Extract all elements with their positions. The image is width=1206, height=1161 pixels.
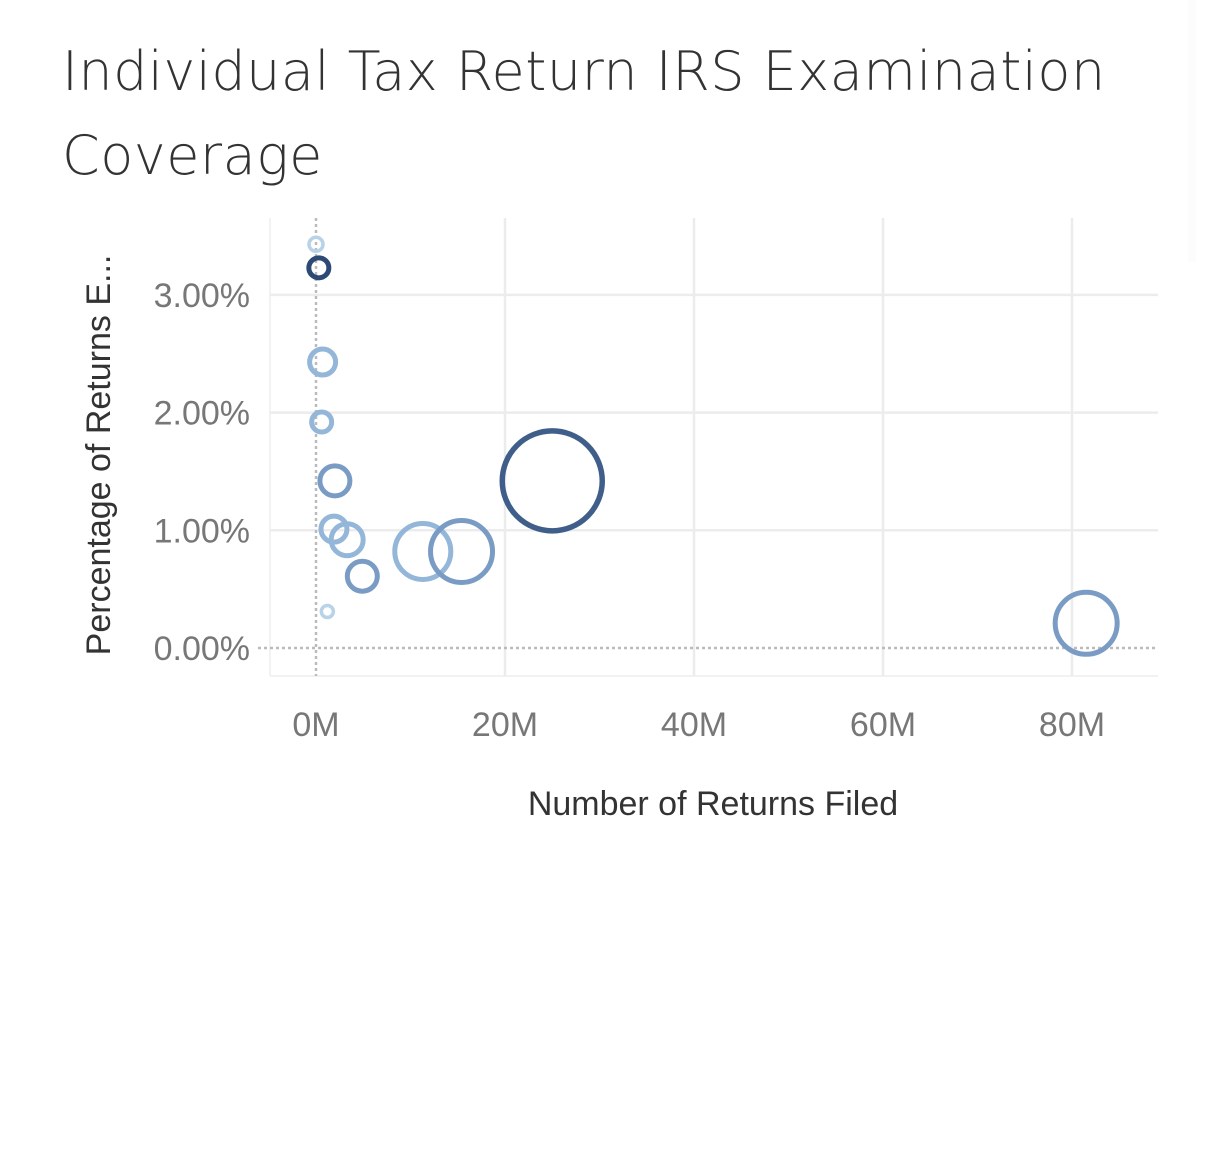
y-tick-label: 1.00% — [154, 512, 250, 550]
plot-area-frame — [269, 218, 1158, 677]
data-point-bubble[interactable] — [306, 255, 332, 281]
y-axis-title: Percentage of Returns E... — [80, 255, 118, 656]
chart-title-line-2: Coverage — [62, 124, 323, 187]
data-point-bubble[interactable] — [344, 558, 380, 594]
data-point-bubble[interactable] — [319, 603, 336, 620]
data-point-bubble[interactable] — [392, 520, 454, 582]
x-axis-ticks: 0M 20M 40M 60M 80M — [292, 706, 1105, 744]
y-tick-label: 0.00% — [154, 630, 250, 668]
data-point-bubble[interactable] — [309, 409, 335, 435]
data-point-bubble[interactable] — [307, 346, 339, 378]
y-axis-ticks: 0.00% 1.00% 2.00% 3.00% — [154, 277, 250, 668]
data-marks[interactable] — [306, 235, 1120, 657]
y-tick-label: 2.00% — [154, 395, 250, 433]
x-tick-label: 40M — [661, 706, 727, 744]
gridlines — [270, 218, 1158, 676]
data-point-bubble[interactable] — [1052, 589, 1120, 657]
y-tick-label: 3.00% — [154, 277, 250, 315]
x-tick-label: 20M — [472, 706, 538, 744]
data-point-bubble[interactable] — [318, 513, 350, 545]
data-point-bubble[interactable] — [328, 521, 366, 559]
data-point-bubble[interactable] — [428, 517, 496, 585]
data-point-bubble[interactable] — [499, 428, 605, 534]
panel-edge — [1188, 0, 1196, 262]
chart-title-line-1: Individual Tax Return IRS Examination — [62, 40, 1106, 103]
data-point-bubble[interactable] — [317, 463, 353, 499]
chart-title: Individual Tax Return IRS Examination Co… — [62, 30, 1162, 198]
x-tick-label: 80M — [1039, 706, 1105, 744]
x-tick-label: 60M — [850, 706, 916, 744]
x-axis-title: Number of Returns Filed — [528, 785, 898, 823]
data-point-bubble[interactable] — [307, 235, 325, 254]
x-tick-label: 0M — [292, 706, 339, 744]
zero-reference-lines — [258, 218, 1158, 676]
